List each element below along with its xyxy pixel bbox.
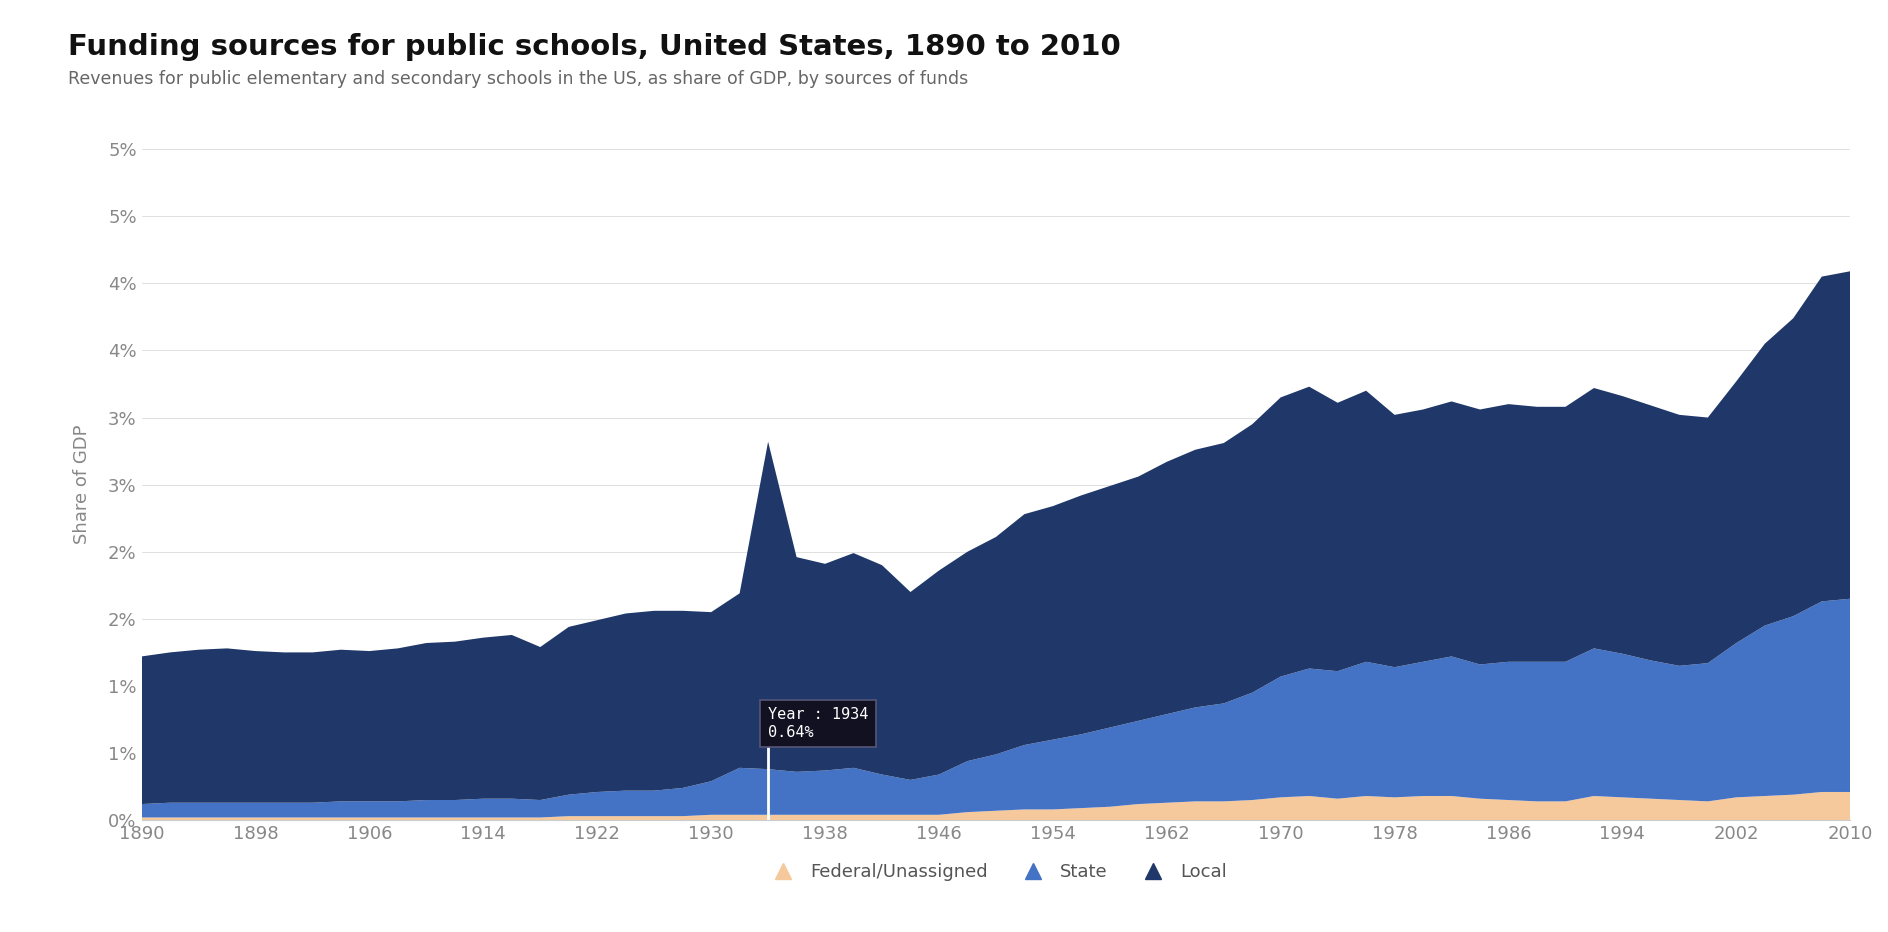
Y-axis label: Share of GDP: Share of GDP <box>74 425 91 544</box>
Text: Funding sources for public schools, United States, 1890 to 2010: Funding sources for public schools, Unit… <box>68 33 1121 61</box>
Text: Revenues for public elementary and secondary schools in the US, as share of GDP,: Revenues for public elementary and secon… <box>68 70 969 88</box>
Text: Year : 1934
0.64%: Year : 1934 0.64% <box>768 707 868 740</box>
Legend: Federal/Unassigned, State, Local: Federal/Unassigned, State, Local <box>757 856 1235 888</box>
